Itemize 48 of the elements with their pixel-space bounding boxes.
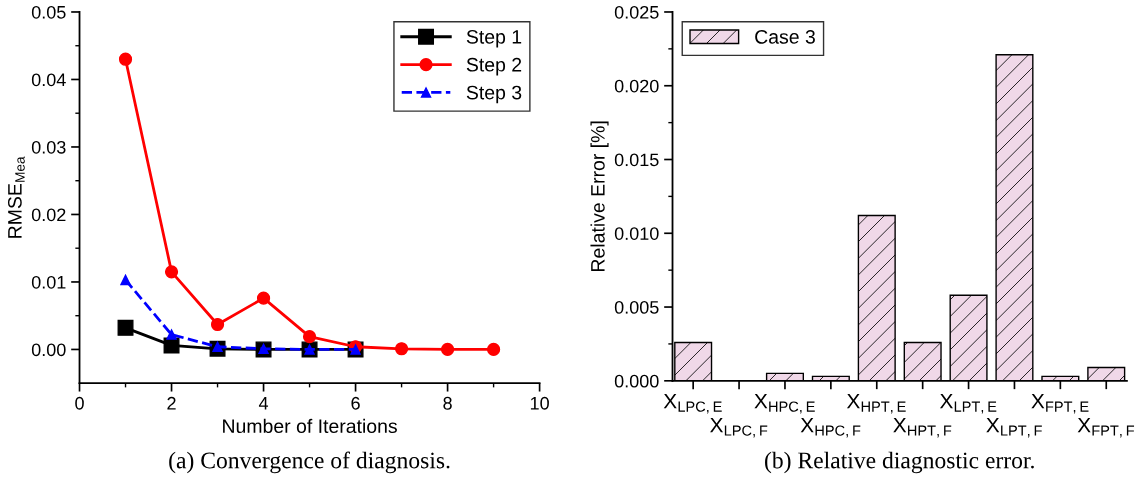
x-tick-label: X$_{HPC,F}$ xyxy=(800,417,861,438)
x-tick-label: X$_{FPT,E}$ xyxy=(1031,394,1089,414)
point xyxy=(117,319,134,336)
x-tick-label: X$_{LPC,F}$ xyxy=(710,417,768,438)
x-tick-label: X$_{FPT,F}$ xyxy=(1077,417,1135,438)
point xyxy=(440,342,455,357)
legend-label: Step 1 xyxy=(466,29,522,48)
y-axis-title: RMSE$_{Mea}$ xyxy=(7,156,25,238)
point xyxy=(256,291,271,305)
point xyxy=(120,274,131,286)
text: (b) Relative diagnostic error. xyxy=(765,451,1034,474)
x-tick-label: 10 xyxy=(530,396,549,410)
x-tick-label: 2 xyxy=(167,396,176,410)
point xyxy=(210,317,225,332)
y-tick-label: 0.01 xyxy=(31,275,66,289)
legend-label: Case 3 xyxy=(755,29,815,44)
point xyxy=(166,329,177,340)
point xyxy=(302,330,317,344)
x-tick-label: X$_{LPT,F}$ xyxy=(986,417,1042,438)
y-tick-label: 0.05 xyxy=(31,5,66,19)
y-tick-label: 0.020 xyxy=(614,79,659,93)
point xyxy=(394,342,409,356)
y-tick-label: 0.03 xyxy=(31,140,66,154)
text: (a) Convergence of diagnosis. xyxy=(169,451,450,474)
x-tick-label: X$_{LPC,E}$ xyxy=(663,394,722,414)
x-tick-label: 8 xyxy=(443,396,452,410)
x-tick-label: X$_{HPC,E}$ xyxy=(754,394,815,414)
legend-label: Step 2 xyxy=(466,57,522,76)
x-tick-label: 0 xyxy=(75,396,84,410)
point xyxy=(486,342,501,357)
y-tick-label: 0.04 xyxy=(31,73,66,87)
point xyxy=(164,265,179,279)
y-tick-label: 0.005 xyxy=(614,300,659,314)
y-tick-label: 0.02 xyxy=(31,208,66,222)
x-tick-label: X$_{LPT,E}$ xyxy=(939,394,997,414)
x-tick-label: 6 xyxy=(351,396,360,410)
point xyxy=(118,52,133,66)
x-axis-title: Number of Iterations xyxy=(223,418,397,434)
x-tick-label: 4 xyxy=(258,397,269,410)
y-tick-label: 0.015 xyxy=(614,153,659,167)
x-tick-label: X$_{HPT,E}$ xyxy=(846,394,906,414)
legend-label: Step 3 xyxy=(466,85,522,104)
y-tick-label: 0.010 xyxy=(614,227,659,240)
y-tick-label: 0.00 xyxy=(31,343,66,357)
x-tick-label: X$_{HPT,F}$ xyxy=(893,417,952,438)
y-axis-title: Relative Error [%] xyxy=(590,121,609,271)
y-tick-label: 0.025 xyxy=(614,5,659,19)
y-tick-label: 0.000 xyxy=(614,374,659,388)
